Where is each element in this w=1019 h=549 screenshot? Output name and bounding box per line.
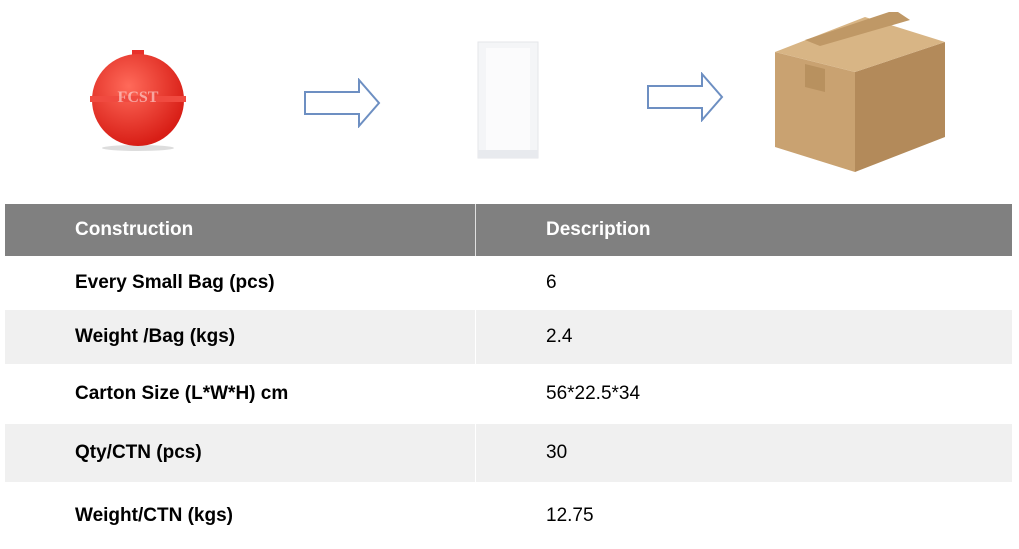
table-row: Carton Size (L*W*H) cm 56*22.5*34 — [5, 364, 1012, 424]
row-value: 30 — [546, 442, 568, 463]
row-label: Every Small Bag (pcs) — [75, 272, 275, 293]
row-value: 12.75 — [546, 504, 594, 526]
row-label: Carton Size (L*W*H) cm — [75, 383, 289, 404]
plastic-bag-image — [477, 41, 539, 159]
row-label: Qty/CTN (pcs) — [5, 424, 476, 482]
header-description: Description — [546, 219, 651, 240]
packaging-table: Construction Description Every Small Bag… — [5, 204, 1012, 549]
cardboard-box-image — [775, 12, 945, 172]
table-row: Weight/CTN (kgs) 12.75 — [5, 482, 1012, 549]
arrow-right-icon — [647, 72, 724, 122]
header-construction: Construction — [5, 204, 476, 256]
arrow-right-icon — [304, 78, 381, 128]
red-marker-ball-image: FCST — [90, 50, 186, 151]
row-label: Weight/CTN (kgs) — [75, 504, 233, 526]
row-value: 6 — [546, 272, 557, 293]
svg-text:FCST: FCST — [118, 89, 159, 106]
row-value: 56*22.5*34 — [546, 383, 641, 404]
table-header: Construction Description — [5, 204, 1012, 256]
table-row: Every Small Bag (pcs) 6 — [5, 256, 1012, 310]
table-row: Qty/CTN (pcs) 30 — [5, 424, 1012, 482]
table-row: Weight /Bag (kgs) 2.4 — [5, 310, 1012, 364]
row-label: Weight /Bag (kgs) — [5, 310, 476, 364]
row-value: 2.4 — [546, 326, 573, 347]
